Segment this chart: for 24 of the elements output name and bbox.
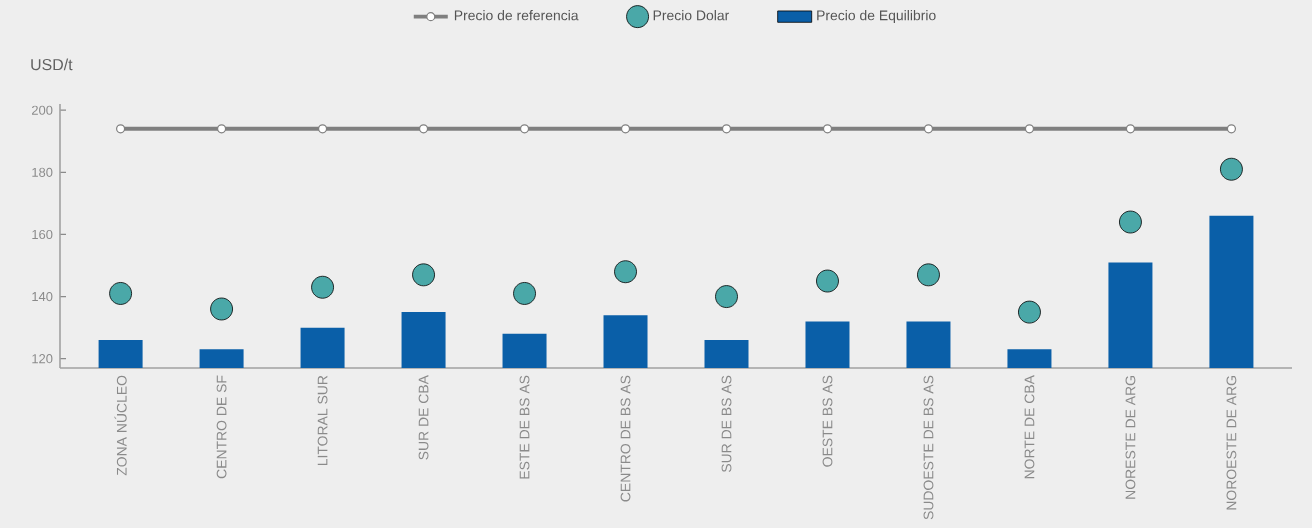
point	[1125, 124, 1136, 134]
point	[614, 260, 637, 284]
point	[317, 124, 328, 134]
point	[412, 263, 435, 287]
point	[311, 275, 334, 299]
point	[816, 269, 839, 293]
point	[210, 297, 233, 321]
point	[1226, 124, 1237, 134]
point	[1119, 210, 1142, 234]
point	[1024, 124, 1035, 134]
point	[1220, 157, 1243, 181]
point	[620, 124, 631, 134]
point	[418, 124, 429, 134]
point	[923, 124, 934, 134]
point	[917, 263, 940, 287]
point	[513, 282, 536, 305]
point	[1018, 300, 1041, 324]
point	[715, 285, 738, 308]
point	[109, 282, 132, 305]
point	[822, 124, 833, 134]
point	[721, 124, 732, 134]
point	[519, 124, 530, 134]
point	[116, 124, 126, 134]
point	[216, 124, 227, 134]
